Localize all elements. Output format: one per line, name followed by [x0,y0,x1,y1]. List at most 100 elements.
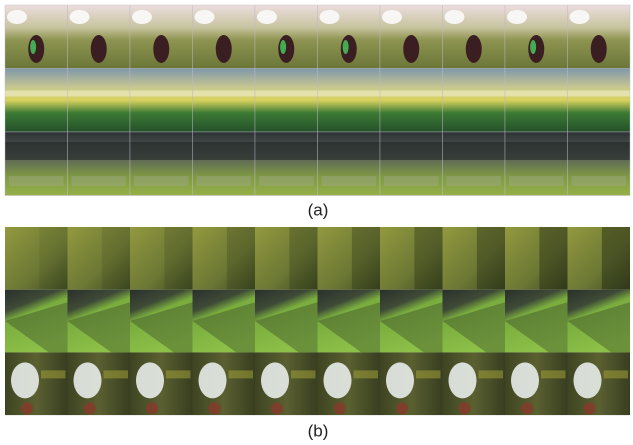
cloud [7,10,27,24]
yellow-band [291,370,316,378]
yellow-band [604,370,629,378]
cloud [132,10,152,24]
image-tile [568,69,631,133]
shade [414,227,442,290]
white-blob [324,362,352,398]
figure [466,35,482,63]
image-tile [505,69,568,133]
bushes [130,142,193,160]
white-blob [74,362,102,398]
image-grid-a [5,5,630,196]
artifact [30,40,36,54]
figure [403,35,419,63]
stripe [255,91,318,97]
figure [591,35,607,63]
image-tile [5,69,68,133]
artifact [280,40,286,54]
cloud [70,10,90,24]
yellow-band [104,370,129,378]
cloud [257,10,277,24]
red-blob [521,402,533,414]
bushes [568,142,631,160]
yellow-band [41,370,66,378]
shade [39,227,67,290]
white-blob [199,362,227,398]
yellow-band [541,370,566,378]
red-blob [459,402,471,414]
bushes [318,142,381,160]
bushes [380,142,443,160]
bushes [255,142,318,160]
shade [102,227,130,290]
yellow-band [229,370,254,378]
bushes [68,142,131,160]
artifact [343,40,349,54]
panel-label: (a) [308,200,329,219]
white-blob [386,362,414,398]
stripe [505,91,568,97]
cloud [570,10,590,24]
ground-detail [9,176,64,186]
panel-label: (b) [308,421,329,440]
image-grid-b [5,227,630,415]
red-blob [584,402,596,414]
ground-detail [447,176,502,186]
figure: (a) (b) [0,0,633,445]
red-blob [209,402,221,414]
figure [91,35,107,63]
yellow-band [479,370,504,378]
stripe [380,91,443,97]
red-blob [84,402,96,414]
shade [539,227,567,290]
white-blob [261,362,289,398]
figure [216,35,232,63]
ground-detail [322,176,377,186]
image-tile [130,69,193,133]
cloud [382,10,402,24]
shade [227,227,255,290]
ground-detail [384,176,439,186]
ground-detail [134,176,189,186]
ground-detail [572,176,627,186]
cloud [507,10,527,24]
cloud [320,10,340,24]
red-blob [334,402,346,414]
white-blob [511,362,539,398]
image-tile [443,69,506,133]
stripe [68,91,131,97]
white-blob [449,362,477,398]
white-blob [11,362,39,398]
image-tile [68,69,131,133]
yellow-band [416,370,441,378]
cloud [445,10,465,24]
shade [352,227,380,290]
image-tile [380,69,443,133]
shade [289,227,317,290]
figure [153,35,169,63]
shade [164,227,192,290]
ground-detail [197,176,252,186]
shade [602,227,630,290]
bushes [505,142,568,160]
yellow-band [354,370,379,378]
stripe [568,91,631,97]
stripe [130,91,193,97]
cloud [195,10,215,24]
image-tile [193,69,256,133]
stripe [318,91,381,97]
ground-detail [72,176,127,186]
ground-detail [509,176,564,186]
red-blob [271,402,283,414]
image-tile [255,69,318,133]
bushes [443,142,506,160]
yellow-band [166,370,191,378]
stripe [193,91,256,97]
stripe [5,91,68,97]
artifact [530,40,536,54]
red-blob [146,402,158,414]
stripe [443,91,506,97]
image-tile [318,69,381,133]
white-blob [136,362,164,398]
red-blob [21,402,33,414]
white-blob [574,362,602,398]
